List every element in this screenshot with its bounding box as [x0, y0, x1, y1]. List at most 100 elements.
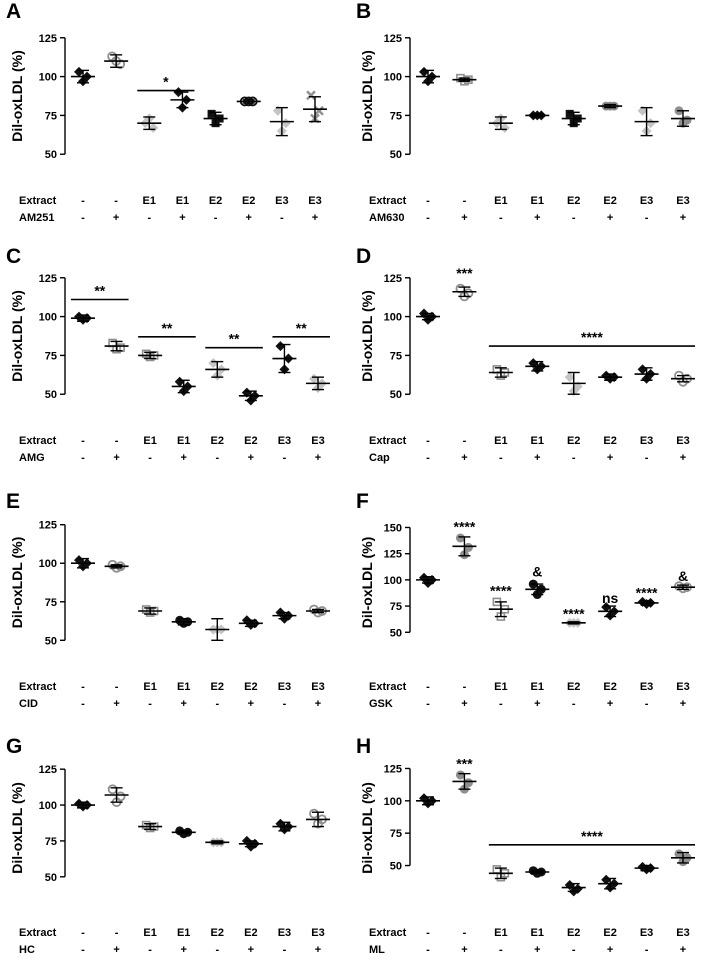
y-tick-label: 75: [390, 350, 402, 362]
treatment-cell: -: [645, 212, 649, 224]
group-7: [671, 849, 695, 867]
treatment-cell: +: [315, 452, 321, 464]
extract-cell: -: [426, 927, 430, 939]
extract-cell: E1: [177, 681, 190, 693]
data-point: [637, 364, 648, 375]
treatment-cell: +: [534, 698, 540, 710]
significance-label: &: [532, 564, 542, 580]
y-tick-label: 150: [384, 522, 402, 534]
group-3: [525, 358, 550, 375]
group-1: [452, 73, 477, 86]
row-label-treatment: Cap: [369, 452, 390, 464]
group-7: [306, 604, 330, 618]
group-3: [170, 87, 195, 113]
extract-cell: -: [115, 435, 119, 447]
group-3: [171, 826, 196, 839]
group-1: [104, 784, 129, 808]
treatment-cell: +: [461, 452, 467, 464]
significance-label: ****: [636, 585, 658, 601]
data-point: [499, 122, 510, 133]
row-label-extract: Extract: [19, 435, 57, 447]
y-tick-label: 125: [39, 520, 57, 532]
group-5: [598, 370, 623, 384]
y-axis-label: Dil-oxLDL (%): [9, 290, 25, 382]
group-7: [303, 90, 327, 124]
y-axis-label: Dil-oxLDL (%): [359, 50, 375, 142]
extract-cell: E1: [176, 195, 189, 207]
group-1: [452, 770, 477, 794]
panel-f: F 50 75 100 125 150 Dil-oxLDL (%) **** **** & ****…: [356, 490, 695, 710]
extract-cell: -: [463, 195, 467, 207]
group-3: [525, 579, 550, 600]
treatment-cell: -: [215, 944, 219, 956]
y-tick-label: 125: [39, 273, 57, 285]
treatment-cell: -: [283, 698, 287, 710]
treatment-cell: -: [645, 698, 649, 710]
group-0: [416, 66, 440, 87]
extract-cell: -: [115, 681, 119, 693]
treatment-cell: +: [180, 944, 186, 956]
treatment-cell: -: [280, 212, 284, 224]
row-label-extract: Extract: [19, 681, 57, 693]
group-6: [269, 105, 294, 137]
row-label-treatment: GSK: [369, 698, 393, 710]
panel-label: B: [356, 0, 371, 23]
significance-label: **: [94, 283, 105, 299]
group-7: [306, 373, 330, 394]
extract-cell: E1: [177, 927, 190, 939]
extract-cell: -: [426, 195, 430, 207]
group-2: [488, 365, 513, 380]
extract-cell: E2: [603, 435, 616, 447]
group-4: [205, 618, 230, 641]
extract-cell: -: [81, 927, 85, 939]
panel-c: C 50 75 100 125 Dil-oxLDL (%) ** ** ** ** Extract A…: [6, 245, 330, 464]
data-point: [645, 118, 656, 129]
treatment-cell: -: [572, 452, 576, 464]
y-axis-label: Dil-oxLDL (%): [9, 782, 25, 874]
y-tick-label: 100: [384, 72, 402, 84]
extract-cell: E1: [494, 681, 507, 693]
treatment-cell: -: [499, 698, 503, 710]
group-6: [272, 818, 297, 835]
group-1: [104, 51, 129, 70]
treatment-cell: +: [315, 944, 321, 956]
group-2: [138, 349, 163, 362]
treatment-cell: +: [680, 212, 686, 224]
group-3: [525, 866, 550, 878]
y-axis-label: Dil-oxLDL (%): [359, 290, 375, 382]
extract-cell: E3: [278, 435, 291, 447]
y-tick-label: 75: [390, 601, 402, 613]
treatment-cell: -: [426, 698, 430, 710]
y-tick-label: 75: [45, 836, 57, 848]
data-point: [148, 122, 159, 133]
group-4: [203, 109, 228, 128]
row-label-extract: Extract: [369, 681, 407, 693]
row-label-treatment: HC: [19, 944, 35, 956]
y-tick-label: 50: [390, 389, 402, 401]
treatment-cell: -: [283, 452, 287, 464]
extract-cell: E2: [603, 195, 616, 207]
treatment-cell: -: [148, 944, 152, 956]
group-6: [634, 364, 659, 384]
data-point: [601, 874, 612, 885]
extract-cell: E2: [244, 435, 257, 447]
extract-cell: E2: [603, 681, 616, 693]
extract-cell: E2: [211, 927, 224, 939]
group-2: [137, 113, 162, 133]
y-tick-label: 50: [390, 861, 402, 873]
data-point: [674, 849, 684, 859]
extract-cell: E1: [531, 681, 544, 693]
treatment-cell: +: [461, 212, 467, 224]
treatment-cell: -: [426, 944, 430, 956]
data-point: [275, 341, 286, 352]
group-6: [634, 105, 659, 137]
extract-cell: -: [114, 195, 118, 207]
group-0: [416, 572, 440, 589]
treatment-cell: +: [315, 698, 321, 710]
data-point: [601, 602, 612, 613]
treatment-cell: -: [81, 944, 85, 956]
panel-label: C: [6, 245, 21, 268]
treatment-cell: +: [461, 944, 467, 956]
row-label-extract: Extract: [369, 195, 407, 207]
